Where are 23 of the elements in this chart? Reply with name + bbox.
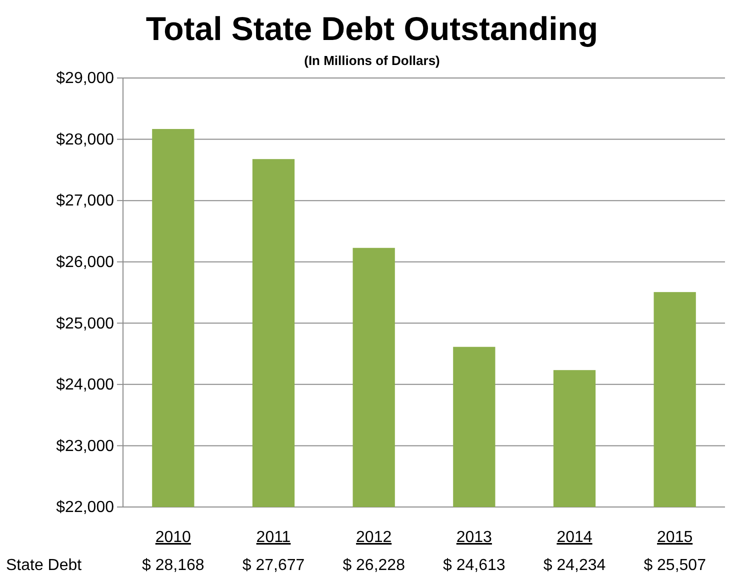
x-tick-label: 2011 [256,529,291,546]
y-tick-label: $27,000 [56,192,114,210]
data-label: $ 26,228 [342,557,406,574]
data-label: $ 27,677 [242,557,305,574]
y-tick-label: $24,000 [56,376,114,394]
x-tick-label: 2014 [556,529,592,546]
data-label: $ 28,168 [142,557,204,574]
y-tick-label: $28,000 [56,131,114,148]
x-tick-label: 2010 [155,529,192,546]
data-label: $ 24,613 [443,557,506,574]
x-tick-label: 2015 [657,529,693,546]
y-tick-label: $29,000 [56,70,114,88]
x-tick-label: 2012 [356,529,392,546]
data-label: $ 25,507 [644,557,706,574]
y-tick-label: $26,000 [56,254,114,271]
chart-title: Total State Debt Outstanding [146,10,598,47]
data-label: $ 24,234 [543,557,606,574]
chart-subtitle: (In Millions of Dollars) [304,53,440,68]
y-tick-label: $25,000 [56,315,114,332]
text: State Debt [6,557,82,574]
y-tick-label: $23,000 [56,438,114,455]
x-tick-label: 2013 [456,529,492,546]
y-tick-label: $22,000 [56,499,114,516]
